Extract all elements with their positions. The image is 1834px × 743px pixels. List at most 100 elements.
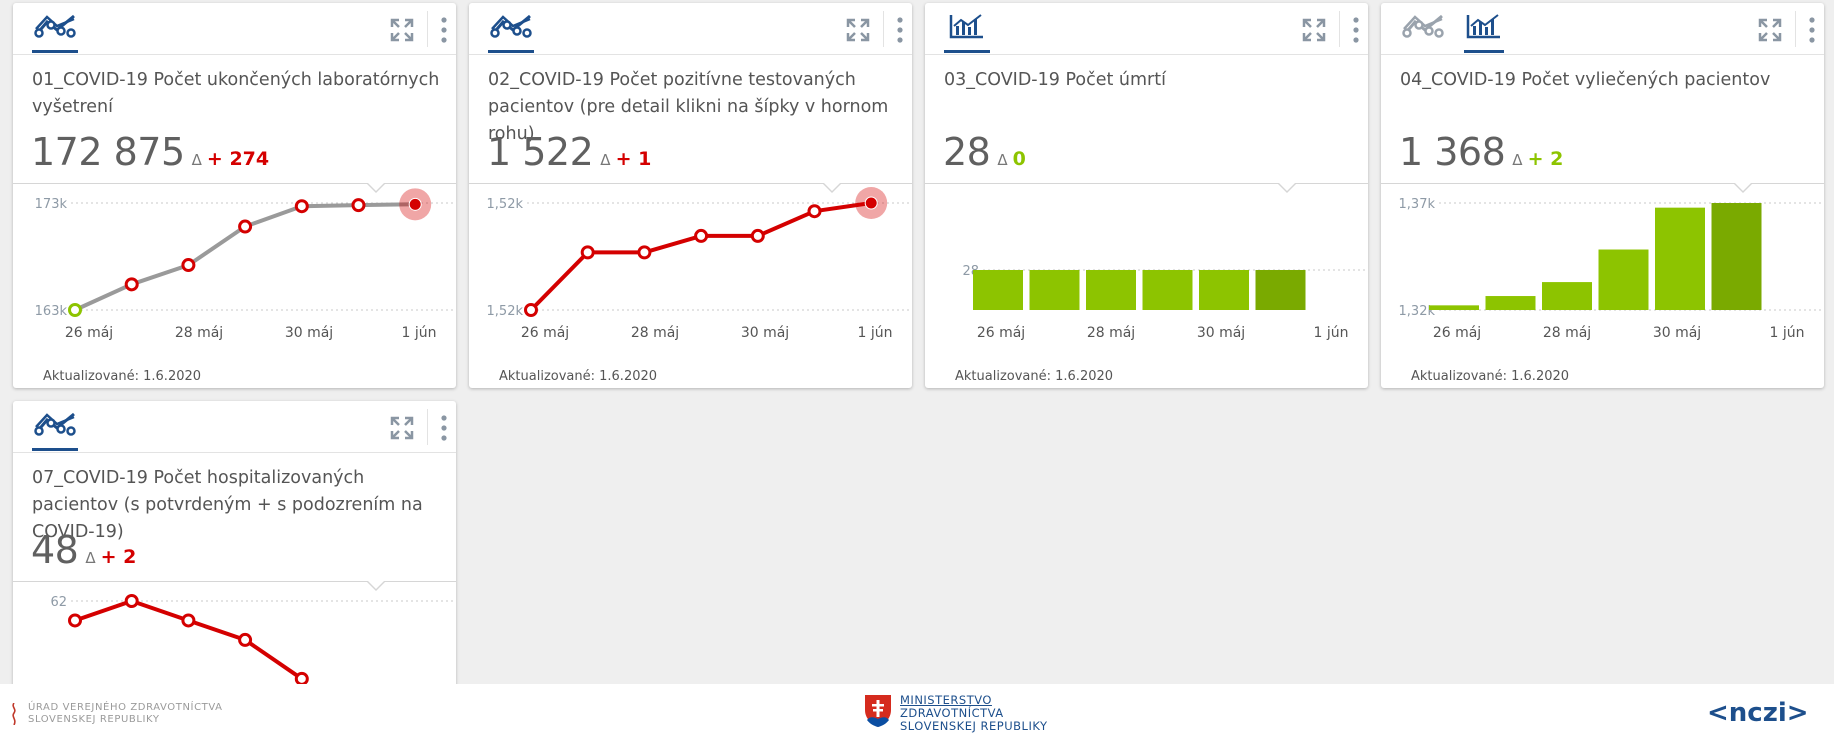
y-tick-label: 1,52k [487, 304, 524, 319]
x-tick-label: 28 máj [1543, 325, 1591, 341]
card-hospitalized: 07_COVID-19 Počet hospitalizovaných paci… [13, 401, 456, 701]
chart-pointer-icon [1277, 182, 1297, 193]
nczi-logo[interactable]: <nczi> [1707, 698, 1809, 728]
chart-divider [1381, 183, 1824, 184]
x-tick-label: 1 jún [1770, 325, 1805, 341]
data-point [750, 228, 765, 243]
x-tick-label: 26 máj [521, 325, 569, 341]
tab-line-chart[interactable] [32, 13, 78, 53]
delta-icon: Δ [997, 151, 1008, 169]
x-tick-label: 30 máj [741, 325, 789, 341]
x-tick-label: 30 máj [1653, 325, 1701, 341]
toolbar-separator [427, 11, 428, 47]
bar [1029, 270, 1080, 310]
more-options-icon[interactable] [1347, 15, 1365, 45]
card-toolbar [13, 401, 456, 453]
x-tick-label: 30 máj [1197, 325, 1245, 341]
y-tick-label: 173k [35, 197, 68, 212]
data-point [524, 303, 538, 317]
expand-icon[interactable] [390, 416, 414, 440]
more-options-icon[interactable] [1803, 15, 1821, 45]
data-point [68, 613, 82, 628]
delta-icon: Δ [600, 151, 611, 169]
x-tick-label: 28 máj [631, 325, 679, 341]
data-point [238, 632, 253, 647]
line-chart-icon [34, 14, 76, 38]
more-options-icon[interactable] [435, 413, 453, 443]
y-tick-label: 163k [35, 304, 68, 319]
expand-icon[interactable] [390, 18, 414, 42]
line-chart-icon [490, 14, 532, 38]
bar [1255, 270, 1306, 310]
ministry-line1: MINISTERSTVO [900, 693, 992, 707]
footer: ÚRAD VEREJNÉHO ZDRAVOTNÍCTVA SLOVENSKEJ … [0, 684, 1834, 743]
kpi-delta: 0 [1012, 148, 1026, 170]
kpi-value: 28 [943, 130, 991, 174]
kpi: 48 Δ + 2 [31, 528, 136, 572]
x-tick-label: 28 máj [175, 325, 223, 341]
bar [1655, 207, 1705, 310]
data-point [408, 197, 422, 211]
slovak-coat-of-arms-icon [865, 695, 891, 727]
x-tick-label: 26 máj [977, 325, 1025, 341]
kpi-value: 172 875 [31, 130, 185, 174]
card-toolbar [1381, 3, 1824, 55]
bar [1199, 270, 1249, 310]
y-tick-label: 1,32k [1399, 304, 1436, 319]
bar [1542, 282, 1592, 310]
card-deaths: 03_COVID-19 Počet úmrtí 28 Δ 0 28 26 máj 2… [925, 3, 1368, 388]
chart[interactable]: 1,52k 1,52k 26 máj 28 máj 30 máj 1 jún [469, 184, 912, 359]
tab-line-chart[interactable] [1400, 13, 1446, 53]
expand-icon[interactable] [846, 18, 870, 42]
tab-line-chart[interactable] [488, 13, 534, 53]
card-recovered: 04_COVID-19 Počet vyliečených pacientov … [1381, 3, 1824, 388]
kpi-value: 1 522 [487, 130, 594, 174]
bar [1598, 249, 1649, 310]
tab-line-chart[interactable] [32, 411, 78, 451]
data-point [807, 204, 822, 219]
updated-label: Aktualizované: 1.6.2020 [1411, 369, 1570, 384]
ministry-logo[interactable]: MINISTERSTVO ZDRAVOTNÍCTVA SLOVENSKEJ RE… [864, 694, 1048, 733]
y-tick-label: 1,52k [487, 197, 524, 212]
expand-icon[interactable] [1302, 18, 1326, 42]
chart-pointer-icon [1733, 182, 1753, 193]
card-positive-tests: 02_COVID-19 Počet pozitívne testovaných … [469, 3, 912, 388]
card-toolbar [925, 3, 1368, 55]
data-point [181, 613, 196, 628]
x-tick-label: 1 jún [402, 325, 437, 341]
delta-icon: Δ [1512, 151, 1523, 169]
card-title: 01_COVID-19 Počet ukončených laboratórny… [32, 70, 440, 117]
expand-icon[interactable] [1758, 18, 1782, 42]
x-tick-label: 1 jún [1314, 325, 1349, 341]
card-toolbar [469, 3, 912, 55]
data-point [181, 258, 196, 273]
chart-pointer-icon [366, 580, 386, 591]
chart[interactable]: 62 [13, 582, 456, 701]
bar [1429, 305, 1479, 310]
data-point [580, 245, 595, 260]
updated-label: Aktualizované: 1.6.2020 [499, 369, 658, 384]
tab-bar-chart[interactable] [944, 13, 990, 53]
chart[interactable]: 1,37k 1,32k 26 máj 28 máj 30 máj 1 jún [1381, 184, 1824, 359]
toolbar-separator [1339, 11, 1340, 47]
series-line [529, 201, 874, 312]
chart-divider [925, 183, 1368, 184]
chart-divider [13, 581, 456, 582]
ministry-line2: ZDRAVOTNÍCTVA [900, 706, 1004, 720]
card-toolbar [13, 3, 456, 55]
line-chart-icon [34, 412, 76, 436]
toolbar-separator [427, 409, 428, 445]
data-point [68, 303, 82, 317]
tab-bar-chart[interactable] [1464, 13, 1504, 53]
uvz-logo[interactable]: ÚRAD VEREJNÉHO ZDRAVOTNÍCTVA SLOVENSKEJ … [10, 702, 223, 726]
kpi: 28 Δ 0 [943, 130, 1026, 174]
series-line [73, 599, 304, 681]
y-tick-label: 1,37k [1399, 197, 1436, 212]
more-options-icon[interactable] [891, 15, 909, 45]
card-title: 03_COVID-19 Počet úmrtí [944, 70, 1166, 90]
more-options-icon[interactable] [435, 15, 453, 45]
bar [1086, 270, 1136, 310]
chart[interactable]: 173k 163k 26 máj 28 máj 30 máj 1 jún [13, 184, 456, 359]
chart-divider [469, 183, 912, 184]
